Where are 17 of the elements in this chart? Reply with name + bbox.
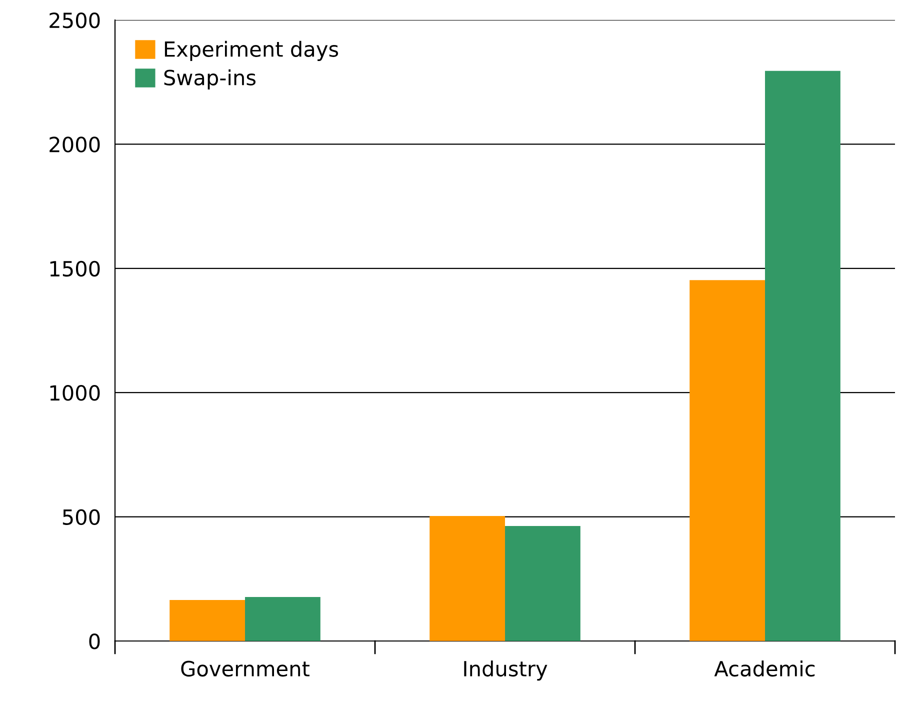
bar (505, 526, 580, 641)
x-tick-label: Industry (464, 660, 548, 681)
legend-label: Experiment days (164, 40, 338, 61)
y-tick-label: 0 (89, 633, 100, 650)
y-tick-label: 500 (62, 509, 100, 526)
bar (430, 516, 505, 641)
y-tick-label: 1000 (50, 385, 100, 401)
y-tick-label: 2500 (50, 12, 100, 28)
bar (690, 280, 765, 641)
y-tick-label: 1500 (50, 260, 100, 277)
bar (245, 597, 320, 641)
legend-label: Swap-ins (164, 69, 256, 90)
x-tick-label: Academic (714, 660, 815, 677)
x-tick-label: Government (181, 660, 310, 677)
y-tick-label: 2000 (50, 136, 100, 152)
bar (170, 600, 245, 641)
bar (765, 70, 840, 641)
